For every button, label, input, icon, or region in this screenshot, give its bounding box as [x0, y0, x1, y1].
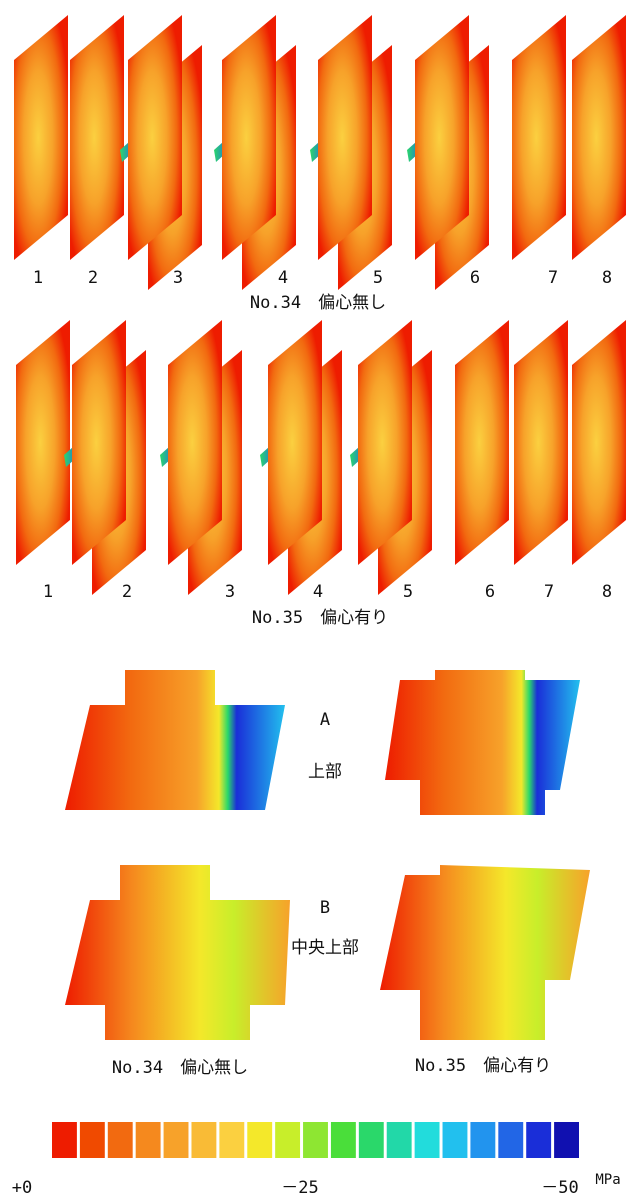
plate-label: 4	[313, 582, 323, 602]
section-b-letter: B	[320, 898, 330, 918]
plate	[572, 15, 626, 260]
bottom-caption: No.34 偏心無し	[112, 1058, 248, 1078]
plate	[14, 15, 68, 260]
plate-label: 3	[173, 268, 183, 288]
plate	[514, 320, 568, 565]
colorbar-swatch	[470, 1122, 495, 1158]
plate-label: 5	[403, 582, 413, 602]
plate	[572, 320, 626, 565]
colorbar-unit: MPa	[595, 1172, 620, 1188]
row2-caption: No.35 偏心有り	[252, 608, 388, 628]
colorbar-swatch	[331, 1122, 356, 1158]
colorbar-swatch	[52, 1122, 77, 1158]
map-a-right	[385, 670, 580, 815]
colorbar-swatch	[108, 1122, 133, 1158]
plate	[455, 320, 509, 565]
colorbar-swatch	[387, 1122, 412, 1158]
figure: No.34 偏心無し No.35 偏心有り A 上部 B 中央上部 No.34 …	[0, 0, 640, 1198]
colorbar-swatch	[303, 1122, 328, 1158]
section-a-letter: A	[320, 710, 330, 730]
plate-label: 1	[43, 582, 53, 602]
colorbar-swatch	[219, 1122, 244, 1158]
plate-label: 8	[602, 582, 612, 602]
colorbar-swatch	[526, 1122, 551, 1158]
colorbar-label: +0	[12, 1178, 32, 1198]
plate-label: 4	[278, 268, 288, 288]
colorbar-label: －25	[281, 1178, 318, 1198]
plate-label: 7	[544, 582, 554, 602]
plate-label: 2	[122, 582, 132, 602]
plate-label: 3	[225, 582, 235, 602]
plate-label: 5	[373, 268, 383, 288]
plate	[70, 15, 124, 260]
colorbar-label: －50	[541, 1178, 578, 1198]
plate	[16, 320, 70, 565]
colorbar-swatch	[80, 1122, 105, 1158]
colorbar-swatch	[443, 1122, 468, 1158]
plate-label: 7	[548, 268, 558, 288]
map-b-right	[380, 865, 590, 1040]
colorbar-swatch	[415, 1122, 440, 1158]
bottom-caption: No.35 偏心有り	[415, 1056, 551, 1076]
plate-label: 8	[602, 268, 612, 288]
plate	[512, 15, 566, 260]
plate-label: 2	[88, 268, 98, 288]
colorbar-swatch	[359, 1122, 384, 1158]
map-b-left	[65, 865, 290, 1040]
plate-label: 6	[485, 582, 495, 602]
colorbar-swatch	[191, 1122, 216, 1158]
colorbar-swatch	[136, 1122, 161, 1158]
colorbar-swatch	[247, 1122, 272, 1158]
colorbar	[52, 1122, 579, 1158]
colorbar-swatch	[498, 1122, 523, 1158]
colorbar-swatch	[554, 1122, 579, 1158]
map-a-left	[65, 670, 285, 810]
section-b-label: 中央上部	[291, 938, 359, 958]
colorbar-swatch	[164, 1122, 189, 1158]
row1-caption: No.34 偏心無し	[250, 293, 386, 313]
colorbar-swatch	[275, 1122, 300, 1158]
section-a-label: 上部	[308, 762, 342, 782]
plate-label: 6	[470, 268, 480, 288]
plate-label: 1	[33, 268, 43, 288]
